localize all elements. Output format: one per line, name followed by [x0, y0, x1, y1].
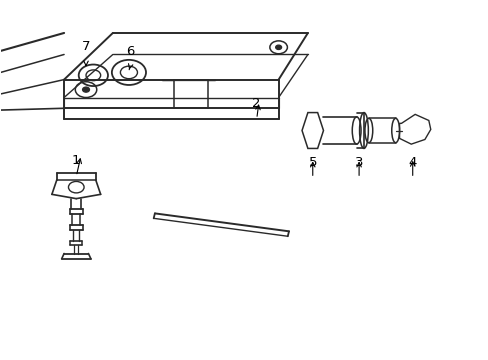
- Text: 1: 1: [72, 154, 81, 167]
- Text: 2: 2: [252, 97, 261, 110]
- Text: 5: 5: [308, 156, 316, 169]
- Circle shape: [82, 87, 89, 92]
- Text: 6: 6: [125, 45, 134, 58]
- Circle shape: [275, 45, 281, 49]
- Text: 3: 3: [354, 156, 363, 169]
- Text: 7: 7: [81, 40, 90, 53]
- Text: 4: 4: [407, 156, 416, 169]
